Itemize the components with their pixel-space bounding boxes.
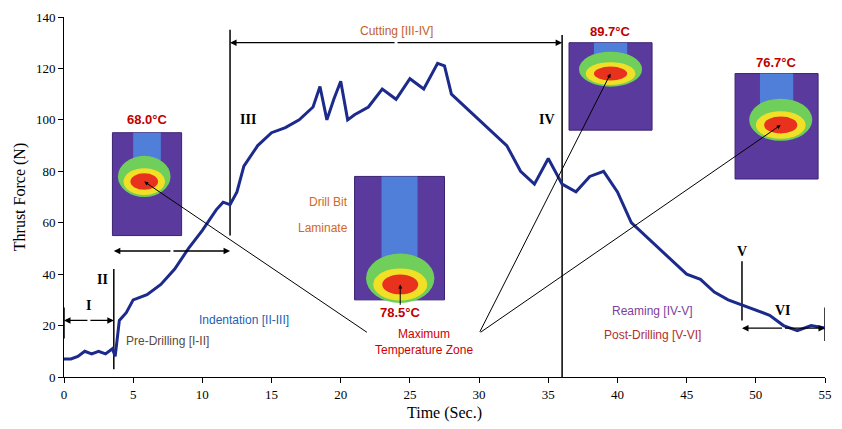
svg-text:Drill Bit: Drill Bit (309, 195, 348, 209)
svg-text:I: I (86, 298, 91, 313)
svg-text:5: 5 (130, 387, 137, 402)
svg-text:20: 20 (42, 318, 55, 333)
svg-text:15: 15 (265, 387, 278, 402)
svg-text:40: 40 (611, 387, 624, 402)
svg-text:0: 0 (49, 370, 56, 385)
svg-text:0: 0 (61, 387, 68, 402)
svg-text:40: 40 (42, 267, 55, 282)
svg-text:Cutting [III-IV]: Cutting [III-IV] (360, 24, 433, 38)
svg-text:Laminate: Laminate (298, 221, 348, 235)
svg-text:80: 80 (42, 164, 55, 179)
svg-text:55: 55 (819, 387, 832, 402)
svg-text:V: V (737, 244, 747, 259)
svg-text:25: 25 (403, 387, 416, 402)
svg-text:IV: IV (539, 112, 555, 127)
svg-text:10: 10 (196, 387, 209, 402)
svg-text:89.7°C: 89.7°C (590, 24, 631, 39)
svg-text:30: 30 (473, 387, 486, 402)
svg-text:20: 20 (334, 387, 347, 402)
svg-text:MaximumTemperature Zone: MaximumTemperature Zone (375, 327, 473, 357)
svg-text:68.0°C: 68.0°C (127, 112, 168, 127)
svg-text:45: 45 (680, 387, 693, 402)
svg-text:Reaming [IV-V]: Reaming [IV-V] (612, 304, 693, 318)
svg-text:II: II (97, 272, 108, 287)
svg-text:76.7°C: 76.7°C (756, 55, 797, 70)
svg-text:120: 120 (36, 61, 56, 76)
svg-text:Post-Drilling [V-VI]: Post-Drilling [V-VI] (604, 328, 701, 342)
svg-text:35: 35 (542, 387, 555, 402)
svg-text:60: 60 (42, 215, 55, 230)
svg-text:Pre-Drilling [I-II]: Pre-Drilling [I-II] (126, 334, 209, 348)
svg-text:100: 100 (36, 112, 56, 127)
svg-text:140: 140 (36, 10, 56, 25)
svg-text:Thrust Force (N): Thrust Force (N) (11, 143, 29, 251)
svg-text:Time (Sec.): Time (Sec.) (407, 404, 482, 422)
svg-text:Indentation [II-III]: Indentation [II-III] (199, 313, 289, 327)
svg-text:78.5°C: 78.5°C (380, 305, 421, 320)
svg-text:VI: VI (775, 303, 791, 318)
svg-text:III: III (240, 112, 256, 127)
svg-text:50: 50 (749, 387, 762, 402)
